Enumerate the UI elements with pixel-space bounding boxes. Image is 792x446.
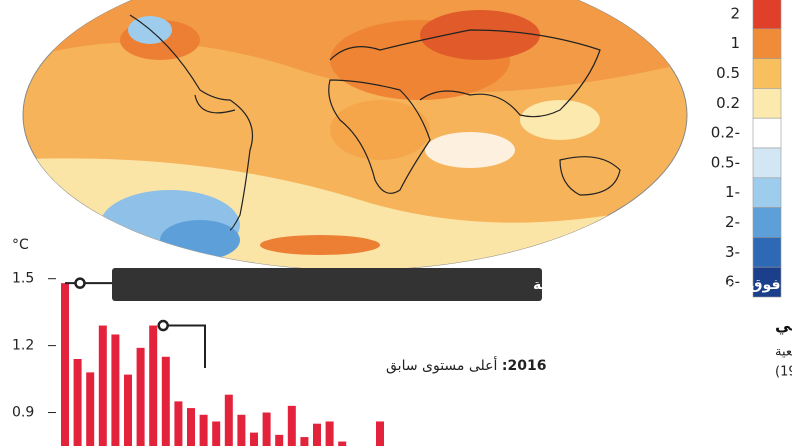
legend-swatch xyxy=(752,266,782,298)
legend-label: 2 xyxy=(730,4,740,22)
world-map xyxy=(22,0,688,271)
bar xyxy=(376,421,384,446)
bar xyxy=(237,414,246,446)
bar xyxy=(287,405,296,446)
bar xyxy=(98,325,107,446)
legend: 2 1 0.5 0.2 0.2- 0.5- 1- 2- 3- 6- xyxy=(711,0,782,298)
annotation-box xyxy=(112,268,542,301)
legend-label: 2- xyxy=(725,213,740,231)
annotation-text: أعلى مستوى سابق xyxy=(386,356,498,374)
bar xyxy=(313,423,321,446)
bar xyxy=(86,372,95,446)
legend-swatch xyxy=(752,88,782,119)
bar xyxy=(73,359,82,446)
legend-label: 1 xyxy=(730,34,740,52)
chart-subtitle: نسبة إلى متوسط الفترة المرجعية xyxy=(775,345,792,360)
annotation-leader xyxy=(161,324,206,368)
legend-swatch xyxy=(752,237,782,268)
y-tick-label: 1.5 xyxy=(12,271,34,287)
legend-label: 0.5- xyxy=(711,153,740,171)
annotation-year: 2016: xyxy=(502,358,547,374)
chart-title: ارتفاع درجة حرارة الهواء السطحي العالمي xyxy=(775,316,792,336)
bar xyxy=(111,334,120,446)
bar xyxy=(224,394,233,446)
y-unit: °C xyxy=(12,237,29,253)
annotation-dot xyxy=(74,277,86,289)
annotation-dot xyxy=(157,319,169,332)
bar xyxy=(300,437,309,446)
bar xyxy=(136,347,145,446)
legend-label: 0.2- xyxy=(711,124,740,142)
legend-swatch xyxy=(752,28,782,59)
y-tick-label: 1.2 xyxy=(12,338,34,354)
bar xyxy=(325,421,334,446)
legend-swatch xyxy=(752,147,782,179)
legend-label: 0.2 xyxy=(716,94,740,112)
bar xyxy=(212,421,221,446)
chart-subtitle: ما قبل الصناعة (1850-1900) xyxy=(775,365,792,380)
bar xyxy=(161,356,170,446)
annotation-text: 1.48 درجة مئوية فوق متوسط ما قبل الثورة … xyxy=(533,277,792,293)
bar xyxy=(124,374,132,446)
legend-swatch xyxy=(752,207,782,238)
legend-swatch xyxy=(752,0,782,30)
legend-label: 1- xyxy=(725,183,740,201)
annotation: 2016: أعلى مستوى سابق xyxy=(386,356,546,374)
legend-label: 6- xyxy=(725,273,740,291)
bar xyxy=(174,401,183,446)
legend-swatch xyxy=(752,117,782,149)
bar-chart: 0.9 1.2 1.5 2023: 1.48 درجة مئوية فوق متوسط… xyxy=(12,268,792,446)
legend-label: 0.5 xyxy=(716,64,740,82)
legend-label: 3- xyxy=(725,243,740,261)
legend-swatch xyxy=(752,177,782,208)
annotation: 2023: 1.48 درجة مئوية فوق متوسط ما قبل ا… xyxy=(533,277,792,293)
legend-swatch xyxy=(752,58,782,89)
bar xyxy=(262,412,271,446)
bar xyxy=(187,408,195,446)
bar xyxy=(338,441,347,446)
bar xyxy=(275,434,284,446)
y-tick-label: 0.9 xyxy=(12,405,34,421)
bar xyxy=(61,283,69,446)
bar xyxy=(199,414,208,446)
bar xyxy=(149,325,158,446)
bar xyxy=(250,432,258,446)
